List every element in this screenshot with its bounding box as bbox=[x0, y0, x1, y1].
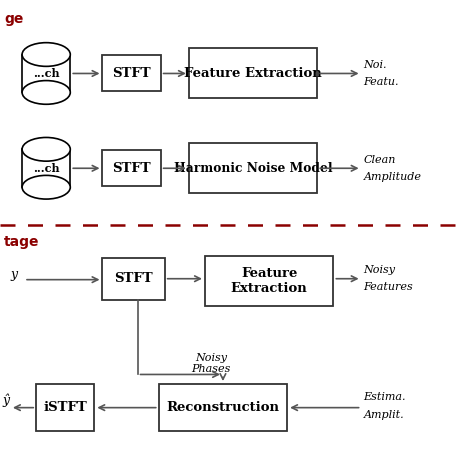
Bar bbox=[36, 384, 94, 431]
Ellipse shape bbox=[22, 175, 70, 199]
Text: ŷ: ŷ bbox=[2, 394, 9, 407]
Text: Noi.: Noi. bbox=[364, 60, 387, 70]
Text: Feature Extraction: Feature Extraction bbox=[184, 67, 322, 80]
Text: Feature
Extraction: Feature Extraction bbox=[231, 267, 308, 295]
Text: STFT: STFT bbox=[114, 272, 153, 285]
Bar bbox=[189, 48, 317, 98]
Text: Clean: Clean bbox=[364, 155, 396, 165]
Bar bbox=[159, 384, 287, 431]
Bar bbox=[205, 256, 333, 306]
Text: STFT: STFT bbox=[112, 67, 151, 80]
Text: tage: tage bbox=[4, 235, 39, 249]
Bar bbox=[22, 55, 70, 92]
Bar bbox=[102, 55, 161, 91]
Text: ge: ge bbox=[4, 12, 23, 26]
Bar bbox=[102, 258, 164, 300]
Text: Noisy: Noisy bbox=[195, 353, 227, 363]
Text: Noisy: Noisy bbox=[364, 265, 395, 275]
Ellipse shape bbox=[22, 43, 70, 66]
Text: Estima.: Estima. bbox=[364, 392, 406, 402]
Text: ...ch: ...ch bbox=[33, 68, 60, 79]
Text: y: y bbox=[10, 268, 17, 282]
Bar bbox=[22, 149, 70, 187]
Text: Amplitude: Amplitude bbox=[364, 172, 421, 182]
Text: Amplit.: Amplit. bbox=[364, 410, 404, 420]
Bar bbox=[189, 143, 317, 193]
Text: Features: Features bbox=[364, 282, 413, 292]
Text: Phases: Phases bbox=[191, 364, 230, 374]
Text: Featu.: Featu. bbox=[364, 77, 399, 87]
Text: Harmonic Noise Model: Harmonic Noise Model bbox=[174, 162, 332, 174]
Ellipse shape bbox=[22, 81, 70, 104]
Ellipse shape bbox=[22, 137, 70, 161]
Text: iSTFT: iSTFT bbox=[44, 401, 87, 414]
Bar bbox=[102, 150, 161, 186]
Text: Reconstruction: Reconstruction bbox=[166, 401, 280, 414]
Text: STFT: STFT bbox=[112, 162, 151, 174]
Text: ...ch: ...ch bbox=[33, 163, 60, 174]
